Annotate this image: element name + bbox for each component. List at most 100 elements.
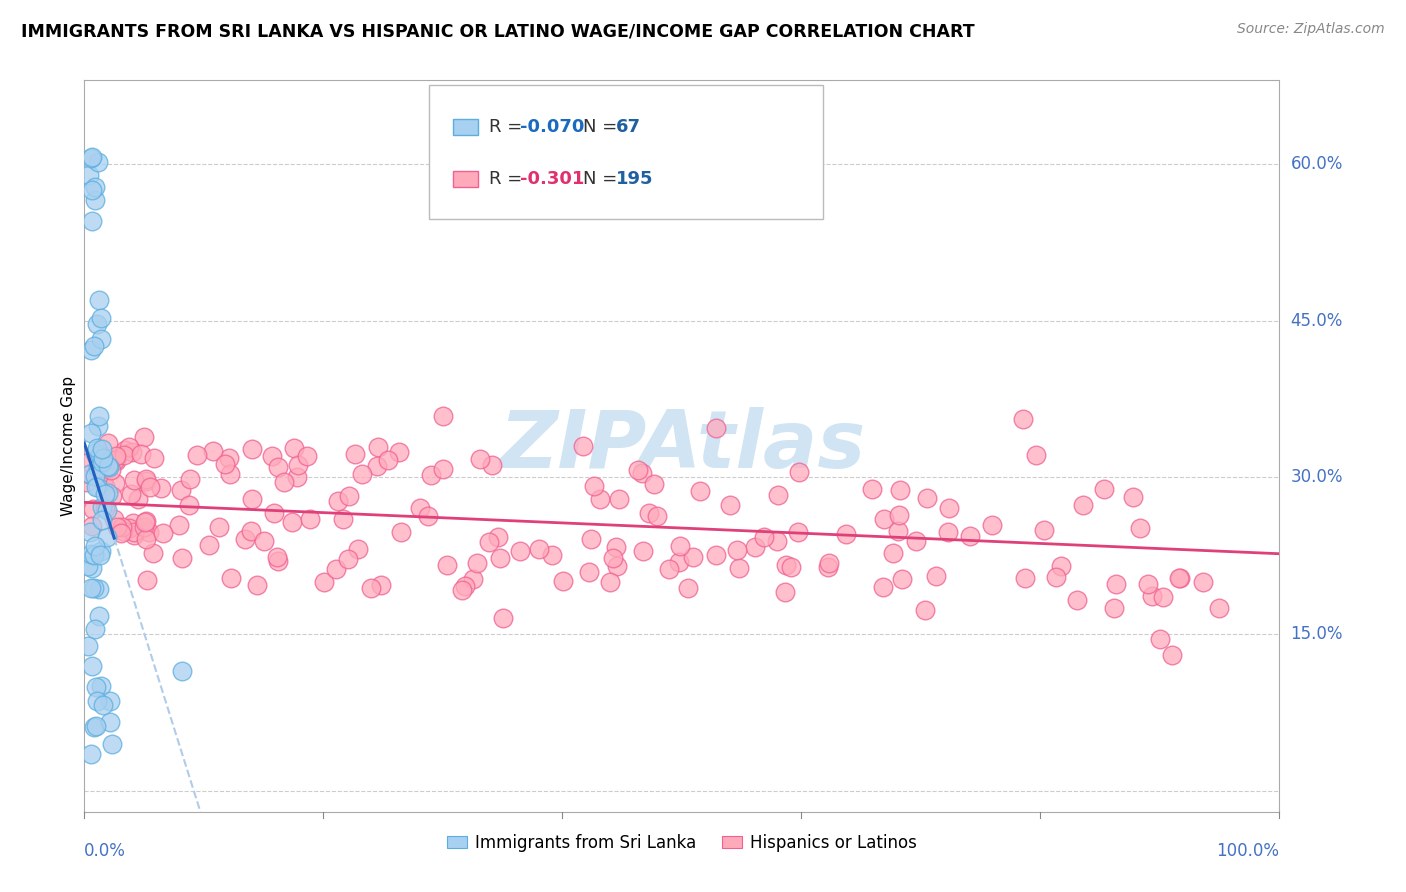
Y-axis label: Wage/Income Gap: Wage/Income Gap <box>60 376 76 516</box>
Point <box>606 559 628 574</box>
Point <box>98 693 121 707</box>
Point <box>170 483 193 497</box>
Point <box>266 549 288 564</box>
Point <box>337 489 360 503</box>
Text: 15.0%: 15.0% <box>1291 625 1343 643</box>
Point <box>766 534 789 549</box>
Point <box>82 183 104 197</box>
Point <box>103 511 125 525</box>
Point <box>240 442 263 456</box>
Point <box>470 452 492 467</box>
Point <box>87 409 110 424</box>
Point <box>84 480 107 494</box>
Point <box>177 498 200 512</box>
Point <box>704 548 727 562</box>
Text: 30.0%: 30.0% <box>1291 468 1343 486</box>
Point <box>100 714 122 729</box>
Point <box>1149 632 1171 647</box>
Point <box>84 540 107 554</box>
Point <box>1122 490 1144 504</box>
Point <box>779 559 801 574</box>
Point <box>630 466 652 480</box>
Text: R =: R = <box>489 170 529 188</box>
Point <box>96 530 118 544</box>
Point <box>627 463 650 477</box>
Point <box>409 501 432 516</box>
Point <box>578 565 600 579</box>
Point <box>540 548 562 562</box>
Point <box>343 446 366 460</box>
Point <box>89 293 111 308</box>
Point <box>198 538 221 552</box>
Point <box>1170 571 1192 585</box>
Point <box>419 468 441 483</box>
Point <box>1208 601 1230 615</box>
Text: 60.0%: 60.0% <box>1291 155 1343 173</box>
Point <box>1049 559 1071 574</box>
Point <box>529 541 551 556</box>
Point <box>134 519 156 533</box>
Point <box>752 530 775 544</box>
Point <box>104 454 127 468</box>
Point <box>463 572 485 586</box>
Point <box>82 659 104 673</box>
Point <box>914 603 936 617</box>
Point <box>266 459 288 474</box>
Point <box>91 513 114 527</box>
Point <box>186 448 208 462</box>
Point <box>84 622 107 636</box>
Point <box>817 560 839 574</box>
Point <box>91 450 114 465</box>
Point <box>285 470 308 484</box>
Point <box>643 477 665 491</box>
Point <box>873 512 896 526</box>
Text: 67: 67 <box>616 118 641 136</box>
Text: R =: R = <box>489 118 529 136</box>
Point <box>336 552 359 566</box>
Point <box>124 524 146 539</box>
Point <box>100 737 122 751</box>
Text: 0.0%: 0.0% <box>84 842 127 860</box>
Point <box>817 556 839 570</box>
Point <box>91 474 114 488</box>
Point <box>80 214 103 228</box>
Point <box>1102 601 1125 615</box>
Point <box>678 581 700 595</box>
Point <box>135 532 157 546</box>
Point <box>1071 499 1094 513</box>
Point <box>135 514 157 528</box>
Point <box>904 534 927 549</box>
Point <box>77 558 100 573</box>
Point <box>1092 483 1115 497</box>
Point <box>114 442 136 457</box>
Point <box>773 584 796 599</box>
Point <box>100 463 122 477</box>
Point <box>90 332 112 346</box>
Point <box>959 529 981 543</box>
Point <box>97 486 120 500</box>
Point <box>981 517 1004 532</box>
Point <box>370 578 392 592</box>
Point <box>492 611 515 625</box>
Point <box>121 445 143 459</box>
Point <box>201 443 224 458</box>
Point <box>84 179 107 194</box>
Point <box>79 168 101 182</box>
Point <box>80 581 103 595</box>
Point <box>465 556 488 570</box>
Point <box>436 558 458 572</box>
Point <box>260 450 283 464</box>
Point <box>77 467 100 481</box>
Text: IMMIGRANTS FROM SRI LANKA VS HISPANIC OR LATINO WAGE/INCOME GAP CORRELATION CHAR: IMMIGRANTS FROM SRI LANKA VS HISPANIC OR… <box>21 22 974 40</box>
Point <box>90 544 112 558</box>
Point <box>744 540 766 554</box>
Point <box>589 491 612 506</box>
Point <box>245 578 267 592</box>
Point <box>219 571 242 585</box>
Point <box>118 440 141 454</box>
Point <box>76 475 98 490</box>
Point <box>925 569 948 583</box>
Point <box>481 458 503 472</box>
Point <box>89 448 111 462</box>
Point <box>326 493 349 508</box>
